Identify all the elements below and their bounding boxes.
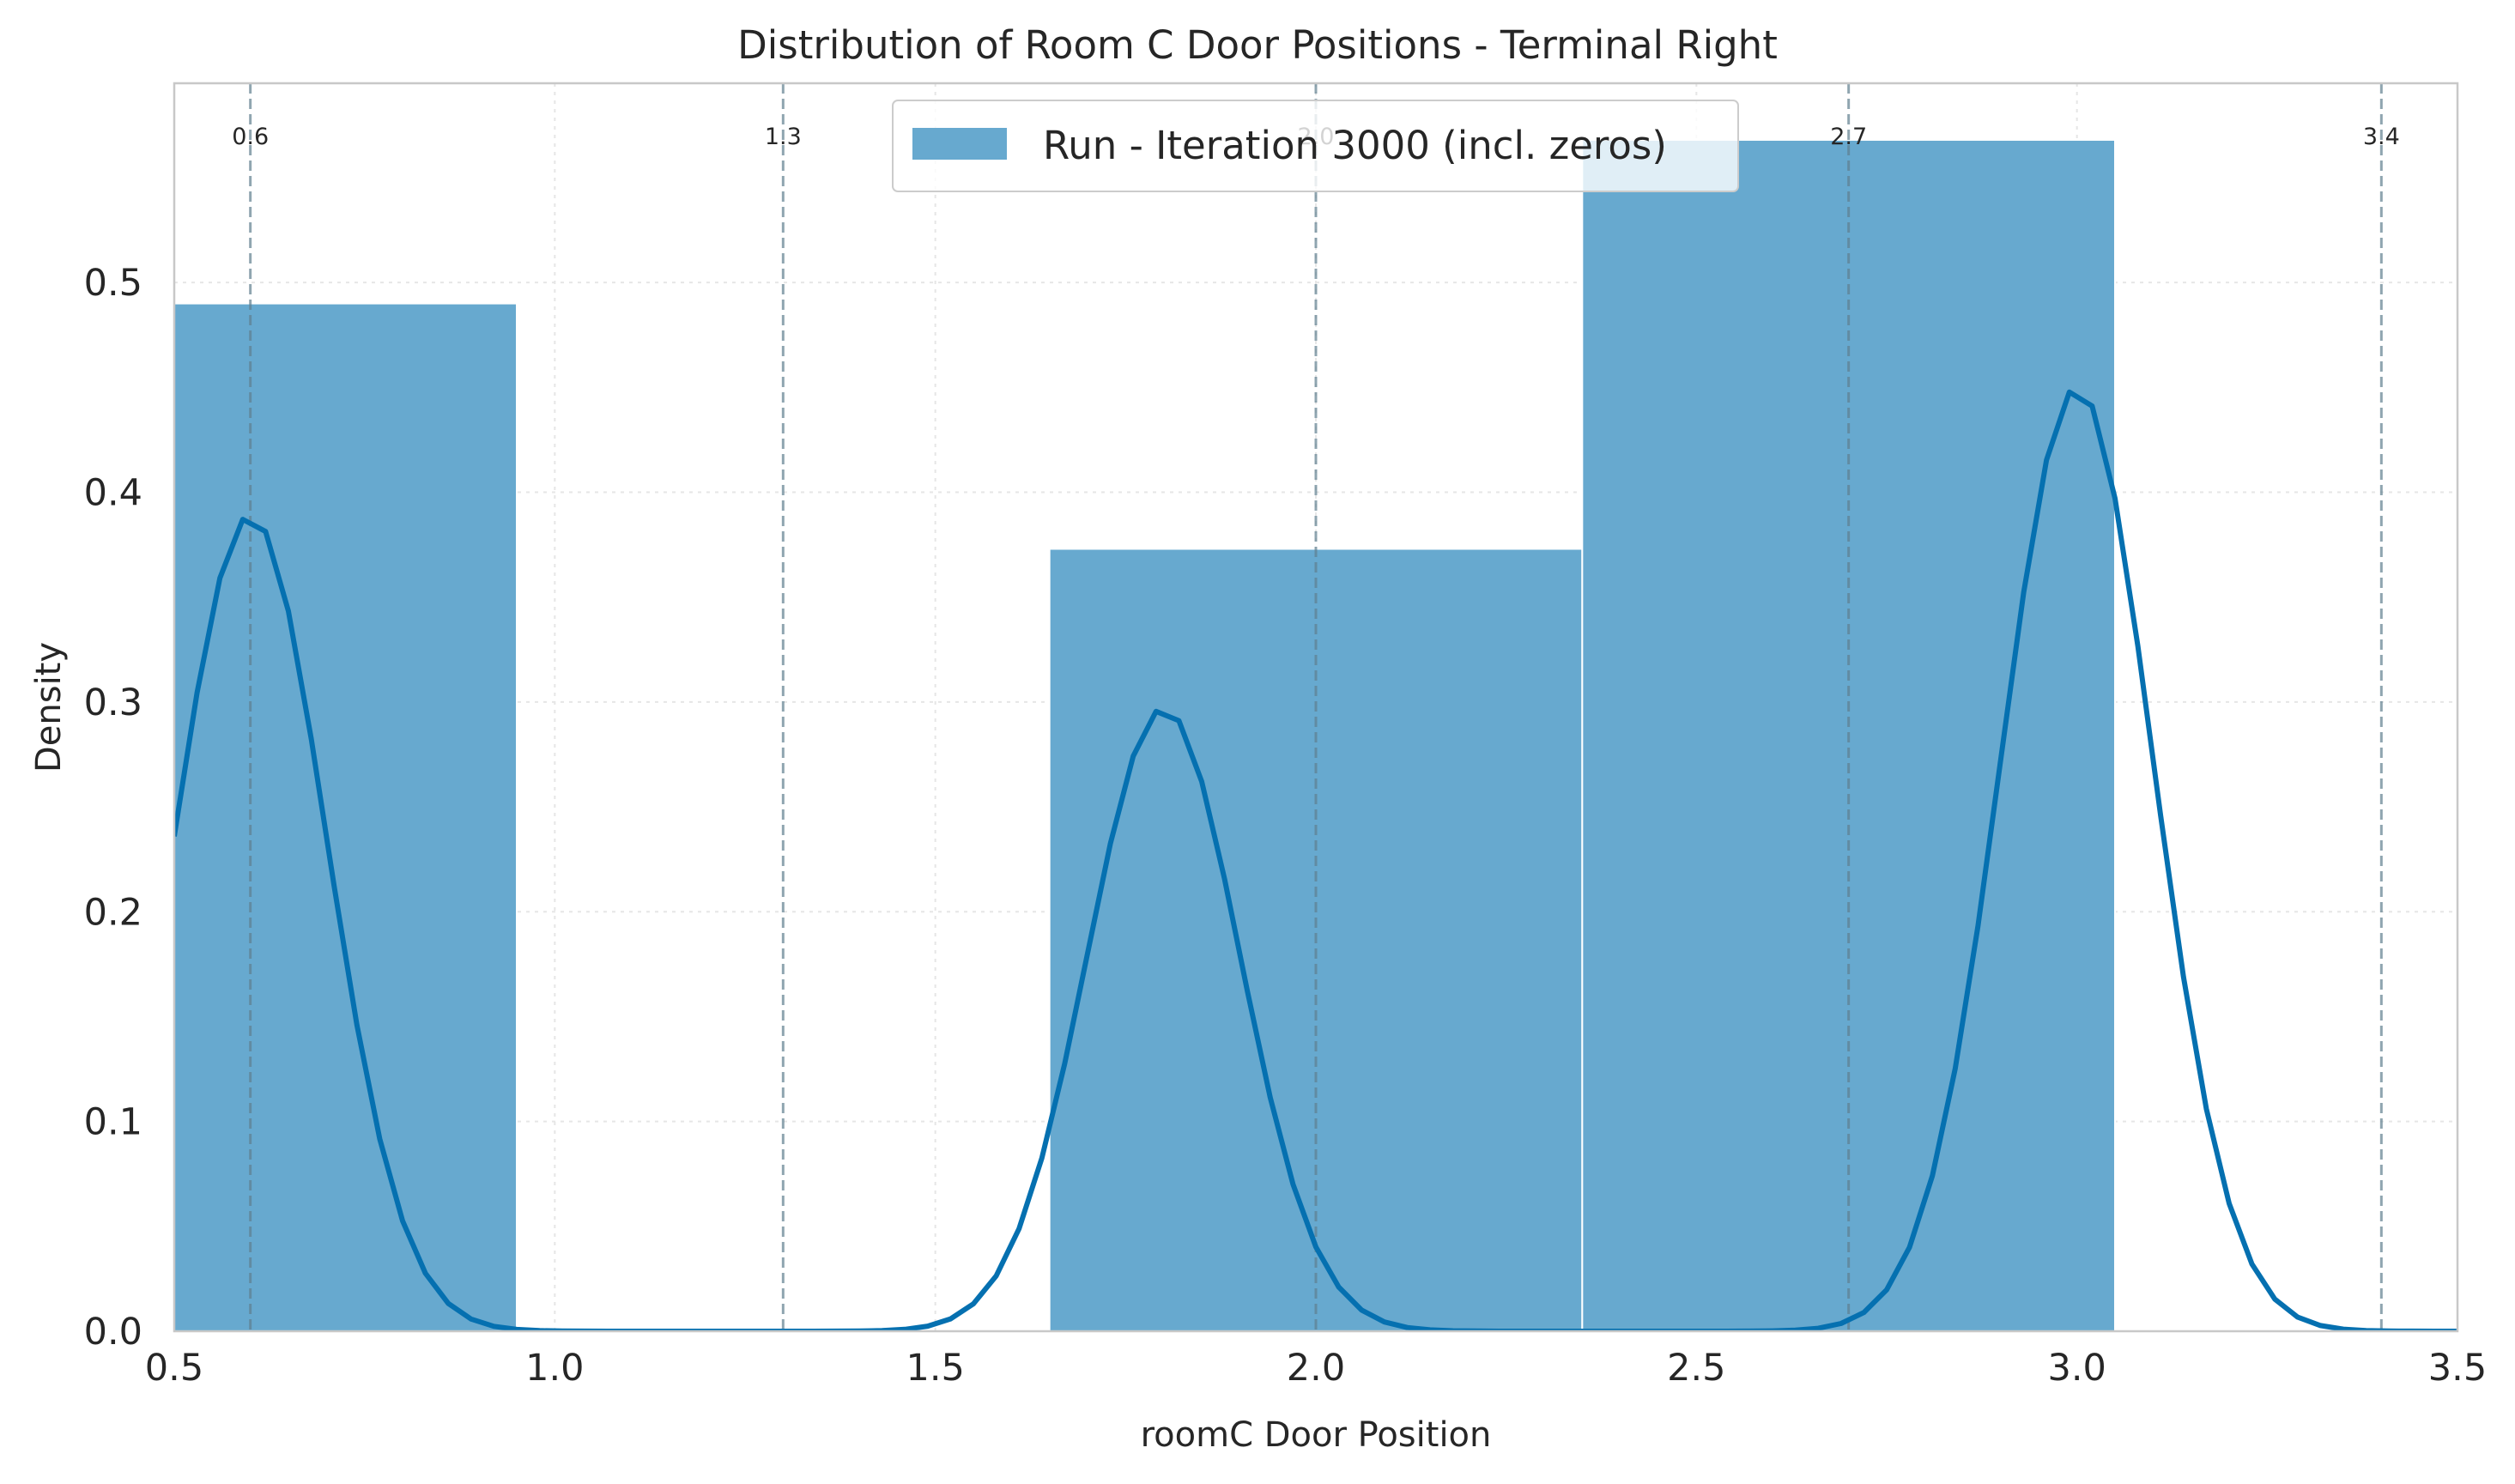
legend: Run - Iteration 3000 (incl. zeros) xyxy=(892,100,1739,192)
y-tick-label: 0.0 xyxy=(84,1311,142,1354)
x-tick-label: 3.5 xyxy=(2428,1347,2487,1390)
x-tick-label: 2.5 xyxy=(1667,1347,1725,1390)
y-axis-ticks: 0.0 0.1 0.2 0.3 0.4 0.5 xyxy=(84,262,142,1354)
chart-title: Distribution of Room C Door Positions - … xyxy=(737,22,1778,68)
x-tick-label: 1.0 xyxy=(525,1347,584,1390)
plot-frame xyxy=(173,82,2459,1333)
x-tick-label: 3.0 xyxy=(2047,1347,2106,1390)
reference-line-label: 1.3 xyxy=(765,124,802,150)
x-tick-label: 2.0 xyxy=(1287,1347,1345,1390)
y-axis-label: Density xyxy=(29,642,69,772)
legend-swatch xyxy=(912,128,1007,160)
x-axis-label: roomC Door Position xyxy=(1141,1415,1492,1455)
legend-entry-label: Run - Iteration 3000 (incl. zeros) xyxy=(1043,123,1667,168)
histogram-bars xyxy=(174,138,2117,1331)
y-tick-label: 0.4 xyxy=(84,472,142,515)
y-tick-label: 0.5 xyxy=(84,262,142,305)
y-tick-label: 0.2 xyxy=(84,891,142,934)
reference-line-label: 3.4 xyxy=(2363,124,2400,150)
x-tick-label: 0.5 xyxy=(145,1347,203,1390)
x-tick-label: 1.5 xyxy=(906,1347,964,1390)
legend-box xyxy=(892,100,1739,192)
reference-line-label: 0.6 xyxy=(232,124,269,150)
y-tick-label: 0.3 xyxy=(84,681,142,724)
y-tick-label: 0.1 xyxy=(84,1101,142,1144)
reference-line-label: 2.7 xyxy=(1830,124,1867,150)
histogram-bar xyxy=(174,302,518,1331)
x-axis-ticks: 0.5 1.0 1.5 2.0 2.5 3.0 3.5 xyxy=(145,1347,2487,1390)
